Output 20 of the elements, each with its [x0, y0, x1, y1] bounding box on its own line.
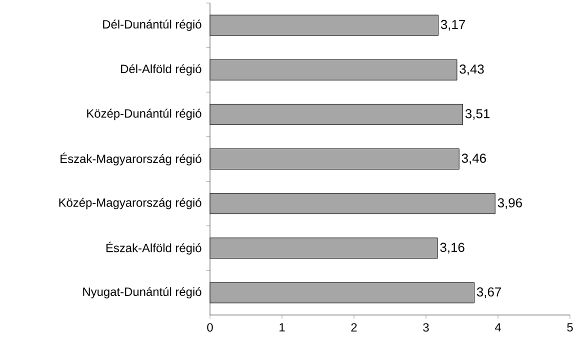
x-tick-label: 1 — [280, 323, 285, 332]
y-tick-label: Nyugat-Dunántúl régió — [83, 287, 202, 298]
data-label: 3,51 — [465, 109, 490, 120]
x-tick-label: 2 — [351, 323, 357, 332]
x-tick-label: 0 — [207, 323, 213, 332]
data-label: 3,67 — [476, 287, 501, 298]
y-tick-label: Észak-Magyarország régió — [60, 152, 202, 166]
y-tick-label: Dél-Alföld régió — [121, 64, 202, 76]
data-label: 3,43 — [460, 64, 484, 76]
data-label: 3,16 — [440, 242, 464, 254]
x-tick-label: 5 — [567, 323, 573, 332]
data-label: 3,96 — [498, 198, 522, 209]
y-tick-label: Közép-Dunántúl régió — [87, 108, 202, 120]
data-label: 3,46 — [462, 154, 486, 164]
y-tick-label: Észak-Alföld régió — [106, 242, 202, 255]
data-label: 3,17 — [440, 20, 465, 31]
x-tick-label: 3 — [423, 323, 429, 332]
x-tick-label: 4 — [494, 323, 501, 332]
y-tick-label: Közép-Magyarország régió — [59, 198, 202, 210]
y-tick-label: Dél-Dunántúl régió — [103, 20, 202, 31]
